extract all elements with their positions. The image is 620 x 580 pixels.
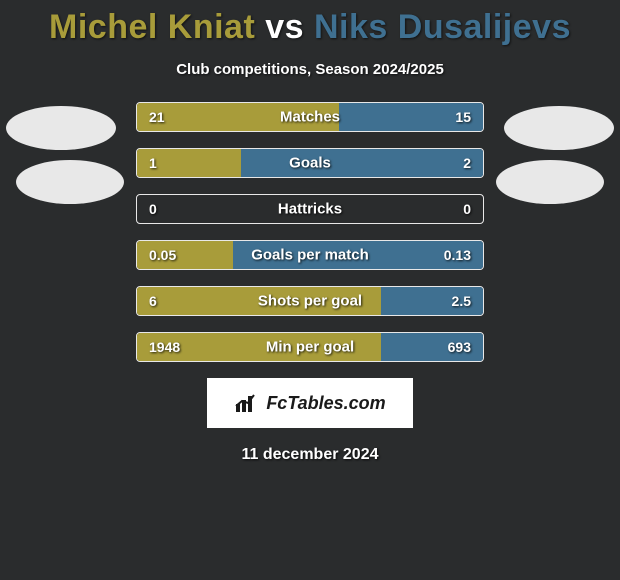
player2-avatar-bottom [496,160,604,204]
stat-label: Goals per match [251,247,369,264]
stat-value-right: 15 [455,109,471,125]
stat-row: 0 0 Hattricks [136,194,484,224]
stat-label: Goals [289,155,331,172]
brand-chart-icon [234,392,260,414]
stat-row: 1948 693 Min per goal [136,332,484,362]
stat-row: 0.05 0.13 Goals per match [136,240,484,270]
vs-text: vs [265,8,304,46]
brand-text: FcTables.com [266,393,385,414]
player2-avatar-top [504,106,614,150]
stat-bars-container: 21 15 Matches 1 2 Goals 0 0 Hattricks 0.05 0.13 Goa… [136,102,484,362]
stat-value-left: 6 [149,293,157,309]
stat-label: Matches [280,109,340,126]
stat-value-right: 0 [463,201,471,217]
stat-row: 21 15 Matches [136,102,484,132]
brand-badge: FcTables.com [207,378,413,428]
subtitle: Club competitions, Season 2024/2025 [0,61,620,78]
stat-label: Hattricks [278,201,342,218]
stat-fill-right [241,149,483,177]
stat-label: Shots per goal [258,293,362,310]
content-area: 21 15 Matches 1 2 Goals 0 0 Hattricks 0.05 0.13 Goa… [0,102,620,464]
player1-name: Michel Kniat [49,8,255,46]
player1-avatar-top [6,106,116,150]
date-text: 11 december 2024 [0,446,620,464]
stat-value-right: 2.5 [452,293,471,309]
stat-label: Min per goal [266,339,354,356]
stat-value-right: 693 [448,339,471,355]
stat-row: 1 2 Goals [136,148,484,178]
stat-value-left: 1 [149,155,157,171]
stat-value-left: 0.05 [149,247,176,263]
stat-value-left: 1948 [149,339,180,355]
player1-avatar-bottom [16,160,124,204]
stat-value-right: 2 [463,155,471,171]
stat-value-right: 0.13 [444,247,471,263]
player2-name: Niks Dusalijevs [314,8,571,46]
comparison-title: Michel Kniat vs Niks Dusalijevs [0,0,620,47]
stat-value-left: 21 [149,109,165,125]
stat-value-left: 0 [149,201,157,217]
stat-row: 6 2.5 Shots per goal [136,286,484,316]
